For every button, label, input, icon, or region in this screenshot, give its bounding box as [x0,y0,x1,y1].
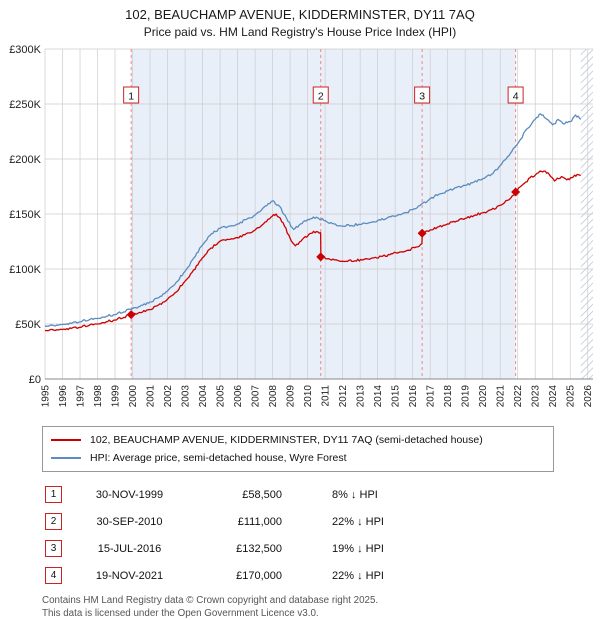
legend: 102, BEAUCHAMP AVENUE, KIDDERMINSTER, DY… [42,426,554,472]
svg-text:2013: 2013 [356,385,367,408]
transaction-price: £58,500 [242,488,282,501]
transaction-row: 1 30-NOV-1999 £58,500 8% ↓ HPI [0,481,600,508]
svg-text:2012: 2012 [338,385,349,408]
svg-text:2015: 2015 [391,385,402,408]
transaction-row: 4 19-NOV-2021 £170,000 22% ↓ HPI [0,562,600,589]
hpi-line-swatch [51,457,81,459]
svg-text:2024: 2024 [548,385,559,408]
transaction-date: 19-NOV-2021 [95,569,164,582]
transaction-number-badge: 4 [45,567,62,584]
svg-text:2026: 2026 [583,385,594,408]
svg-text:2000: 2000 [128,385,139,408]
svg-text:2006: 2006 [233,385,244,408]
legend-label-property: 102, BEAUCHAMP AVENUE, KIDDERMINSTER, DY… [90,434,483,446]
svg-text:1995: 1995 [41,385,52,408]
svg-text:2022: 2022 [513,385,524,408]
legend-item-hpi: HPI: Average price, semi-detached house,… [51,449,545,467]
transactions-table: 1 30-NOV-1999 £58,500 8% ↓ HPI 2 30-SEP-2010 £… [0,481,600,589]
legend-label-hpi: HPI: Average price, semi-detached house,… [90,452,347,464]
transaction-hpi-diff: 8% ↓ HPI [332,488,378,501]
page-subtitle: Price paid vs. HM Land Registry's House … [143,25,457,39]
svg-text:4: 4 [513,91,519,103]
svg-text:£100K: £100K [9,264,41,276]
svg-text:2016: 2016 [408,385,419,408]
transaction-number-badge: 1 [45,486,62,503]
transaction-number-badge: 2 [45,513,62,530]
svg-text:2004: 2004 [198,385,209,408]
svg-text:2017: 2017 [426,385,437,408]
svg-text:2023: 2023 [531,385,542,408]
svg-text:2011: 2011 [321,385,332,407]
footer-copyright: Contains HM Land Registry data © Crown c… [42,595,379,606]
svg-text:£0: £0 [29,374,41,386]
title-block: 102, BEAUCHAMP AVENUE, KIDDERMINSTER, DY… [0,0,600,39]
svg-text:2019: 2019 [461,385,472,408]
svg-text:2018: 2018 [443,385,454,408]
svg-text:2020: 2020 [478,385,489,408]
page-title: 102, BEAUCHAMP AVENUE, KIDDERMINSTER, DY… [125,7,475,22]
price-history-chart: £0 £50K £100K £150K £200K £250K £300K 1995 1996 1… [9,44,594,408]
svg-text:£50K: £50K [15,319,41,331]
transaction-hpi-diff: 19% ↓ HPI [332,542,384,555]
transaction-hpi-diff: 22% ↓ HPI [332,515,384,528]
svg-text:1996: 1996 [58,385,69,408]
footer: Contains HM Land Registry data © Crown c… [42,595,600,620]
svg-text:2008: 2008 [268,385,279,408]
svg-text:2002: 2002 [163,385,174,408]
svg-text:1: 1 [128,91,134,103]
transaction-price: £132,500 [236,542,282,555]
svg-text:2: 2 [318,91,324,103]
property-line-swatch [51,439,81,441]
transaction-date: 30-SEP-2010 [96,515,163,528]
transaction-row: 3 15-JUL-2016 £132,500 19% ↓ HPI [0,535,600,562]
transaction-hpi-diff: 22% ↓ HPI [332,569,384,582]
transaction-number-badge: 3 [45,540,62,557]
svg-text:2025: 2025 [566,385,577,408]
svg-text:2007: 2007 [251,385,262,408]
transaction-date: 15-JUL-2016 [97,542,162,555]
footer-licence: This data is licensed under the Open Gov… [42,607,319,619]
svg-text:2014: 2014 [373,385,384,408]
transaction-row: 2 30-SEP-2010 £111,000 22% ↓ HPI [0,508,600,535]
svg-text:2003: 2003 [181,385,192,408]
legend-item-property: 102, BEAUCHAMP AVENUE, KIDDERMINSTER, DY… [51,431,545,449]
svg-text:£300K: £300K [9,44,41,56]
svg-text:2005: 2005 [216,385,227,408]
svg-text:1997: 1997 [76,385,87,408]
svg-text:£200K: £200K [9,154,41,166]
transaction-price: £111,000 [237,515,282,528]
svg-text:£250K: £250K [9,99,41,111]
svg-text:3: 3 [419,91,425,103]
svg-text:£150K: £150K [9,209,41,221]
svg-text:2021: 2021 [496,385,507,408]
transaction-price: £170,000 [236,569,282,582]
svg-text:2010: 2010 [303,385,314,408]
svg-text:1998: 1998 [93,385,104,408]
svg-text:2001: 2001 [146,385,157,408]
transaction-date: 30-NOV-1999 [95,488,164,501]
svg-text:1999: 1999 [111,385,122,408]
svg-text:2009: 2009 [286,385,297,408]
